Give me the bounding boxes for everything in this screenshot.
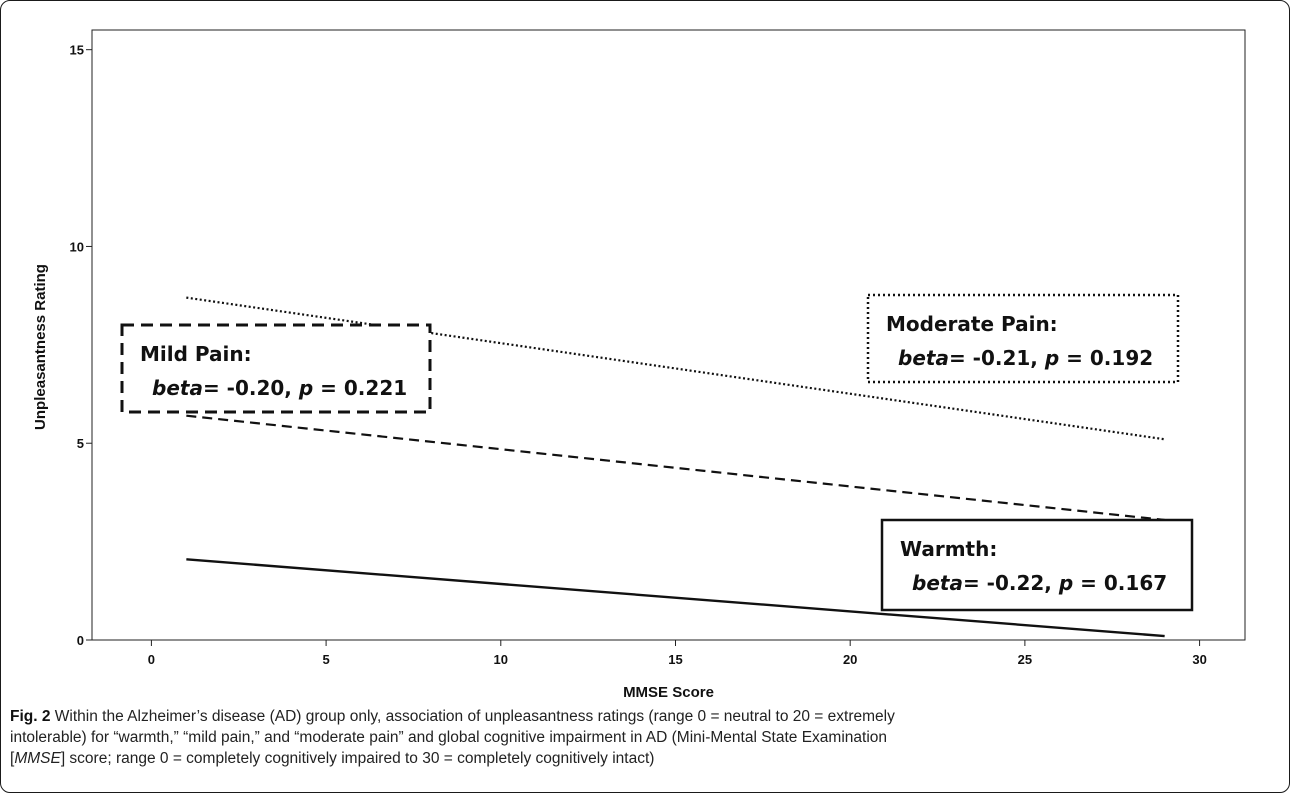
caption-line-2: intolerable) for “warmth,” “mild pain,” … [10, 729, 887, 746]
y-tick-label: 10 [70, 239, 84, 254]
solid-annotation-stats: beta= -0.22, p = 0.167 [912, 571, 1167, 595]
caption-line-1-text: Within the Alzheimer’s disease (AD) grou… [54, 708, 895, 725]
dashed-annotation-title: Mild Pain: [140, 342, 252, 366]
x-tick-label: 20 [843, 652, 857, 667]
x-tick-label: 30 [1192, 652, 1206, 667]
annotation-layer: Moderate Pain: beta= -0.21, p = 0.192 Mild… [120, 293, 1194, 612]
dashed-annotation-stats: beta= -0.20, p = 0.221 [152, 376, 407, 400]
caption-line-3: [MMSE] score; range 0 = completely cogni… [10, 750, 655, 767]
y-tick-label: 5 [77, 436, 84, 451]
x-tick-label: 10 [494, 652, 508, 667]
dotted-annotation-stats: beta= -0.21, p = 0.192 [898, 346, 1153, 370]
dotted-annotation-box [866, 293, 1180, 384]
caption-line-3-text: ] score; range 0 = completely cognitivel… [60, 750, 655, 767]
x-tick-label: 5 [322, 652, 329, 667]
x-tick-label: 15 [668, 652, 682, 667]
y-tick-label: 15 [70, 43, 84, 58]
x-tick-label: 0 [148, 652, 155, 667]
solid-series-line [186, 558, 1165, 638]
y-axis-title: Unpleasantness Rating [32, 264, 49, 430]
series-layer [186, 296, 1165, 638]
dotted-series-line [186, 296, 1165, 441]
dashed-annotation-box [120, 323, 432, 414]
axes: 0 5 10 15 20 25 30 0 5 10 15 MMSE Score Unpleasantne… [32, 29, 1246, 701]
y-tick-label: 0 [77, 633, 84, 648]
solid-annotation-title: Warmth: [900, 537, 997, 561]
caption-line-1: Fig. 2 Within the Alzheimer’s disease (A… [10, 706, 1282, 727]
dashed-series-line [186, 414, 1165, 522]
x-axis-title: MMSE Score [623, 684, 714, 701]
plot-area-border [91, 29, 1246, 641]
solid-annotation-box [880, 518, 1194, 612]
caption-mmse-italic: MMSE [14, 750, 61, 767]
figure-caption: Fig. 2 Within the Alzheimer’s disease (A… [10, 706, 1282, 769]
caption-label: Fig. 2 [10, 708, 51, 725]
dotted-annotation-title: Moderate Pain: [886, 312, 1058, 336]
x-tick-label: 25 [1018, 652, 1032, 667]
